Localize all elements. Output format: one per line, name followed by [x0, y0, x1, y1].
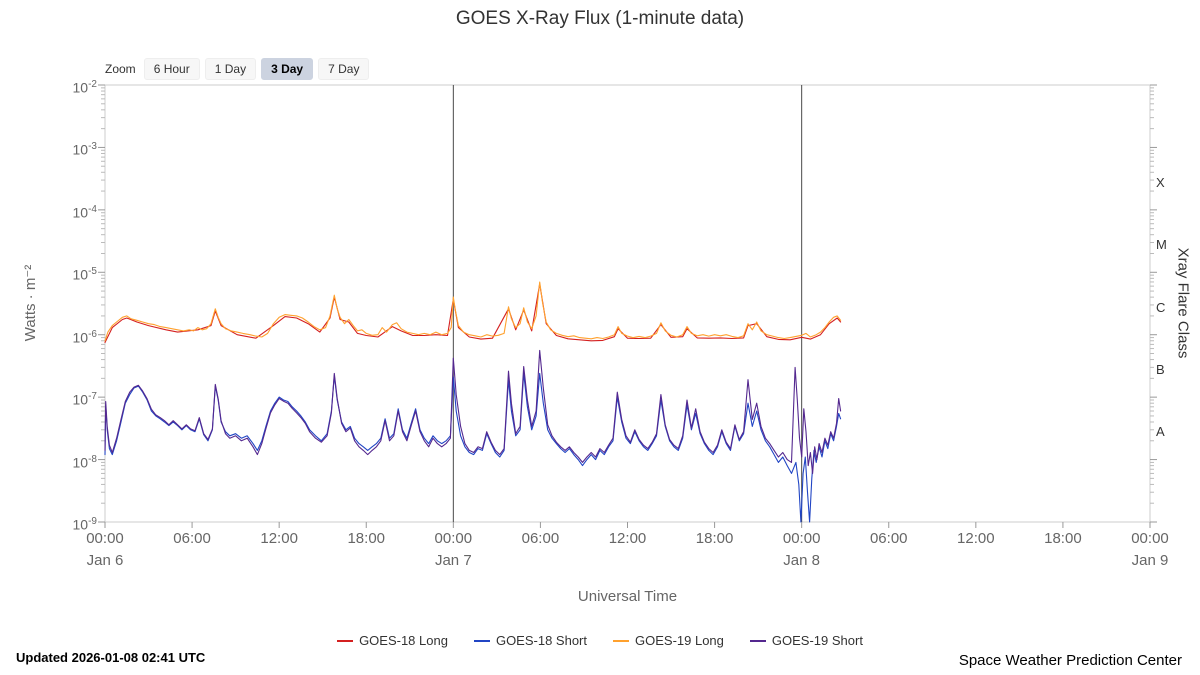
swpc-credit: Space Weather Prediction Center [958, 652, 1182, 669]
legend-label: GOES-19 Short [771, 633, 863, 648]
updated-timestamp: Updated 2026-01-08 02:41 UTC [16, 650, 206, 665]
series-line-goes-18-long [104, 283, 842, 344]
legend-swatch-goes19-long [613, 639, 629, 642]
series-line-goes-19-long [104, 281, 842, 342]
series-line-goes-19-short [104, 349, 842, 474]
y-axis-title-right: Xray Flare Class [1174, 247, 1192, 359]
legend-item-goes19-short[interactable]: GOES-19 Short [749, 633, 863, 648]
legend-label: GOES-19 Long [635, 633, 724, 648]
legend-item-goes18-long[interactable]: GOES-18 Long [337, 633, 448, 648]
legend-swatch-goes19-short [749, 639, 766, 642]
zoom-button-7day[interactable]: 7 Day [318, 58, 370, 80]
legend-swatch-goes18-long [337, 639, 354, 642]
x-axis-title: Universal Time [577, 588, 678, 605]
zoom-button-6hour[interactable]: 6 Hour [143, 58, 200, 80]
zoom-range-selector: Zoom 6 Hour 1 Day 3 Day 7 Day [105, 58, 370, 80]
legend-swatch-goes18-short [473, 639, 490, 642]
zoom-button-1day[interactable]: 1 Day [204, 58, 257, 80]
zoom-button-3day[interactable]: 3 Day [261, 58, 314, 80]
page-title: GOES X-Ray Flux (1-minute data) [455, 8, 745, 29]
legend-item-goes18-short[interactable]: GOES-18 Short [473, 633, 587, 648]
legend-label: GOES-18 Long [359, 633, 448, 648]
y-axis-title-left: Watts · m⁻² [22, 264, 39, 342]
zoom-label: Zoom [105, 62, 136, 76]
legend-item-goes19-long[interactable]: GOES-19 Long [613, 633, 724, 648]
legend-label: GOES-18 Short [495, 633, 587, 648]
legend: GOES-18 Long GOES-18 Short GOES-19 Long … [0, 633, 1200, 648]
